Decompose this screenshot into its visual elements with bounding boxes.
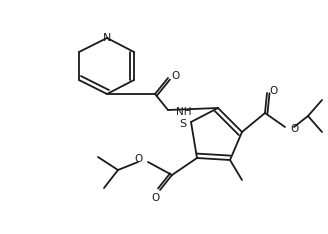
Text: O: O: [135, 154, 143, 164]
Text: O: O: [171, 71, 179, 81]
Text: O: O: [151, 193, 159, 203]
Text: O: O: [269, 86, 277, 96]
Text: N: N: [103, 33, 111, 43]
Text: NH: NH: [176, 107, 192, 117]
Text: S: S: [179, 119, 187, 129]
Text: O: O: [290, 124, 298, 134]
